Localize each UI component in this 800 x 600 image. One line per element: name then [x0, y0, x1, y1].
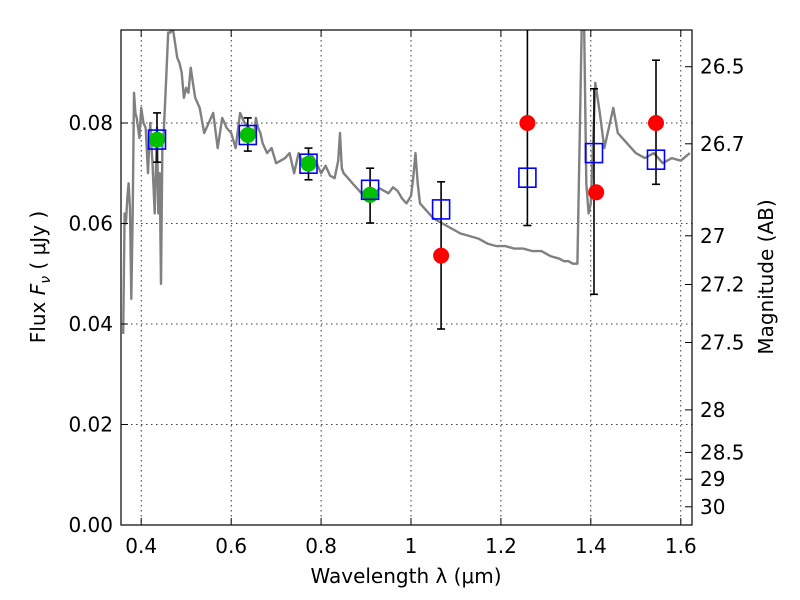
synthetic-photometry-square	[646, 149, 666, 170]
plot-frame	[120, 29, 693, 526]
y-axis-title-subscript: ν	[38, 276, 54, 284]
synthetic-photometry-square	[431, 199, 451, 220]
y-axis-title: Flux Fν ( μJy )	[26, 211, 54, 343]
magnitude-tick-label: 27	[700, 224, 725, 248]
y-tick-label: 0.06	[68, 212, 113, 236]
x-axis-title: Wavelength λ (μm)	[310, 564, 501, 588]
x-tick-label: 0.4	[125, 534, 157, 558]
synthetic-photometry-square	[584, 142, 604, 164]
magnitude-tick-label: 28.5	[700, 440, 745, 464]
observed-optical-point	[149, 131, 165, 148]
x-tick-label: 1	[405, 534, 418, 558]
x-tick-label: 1.6	[665, 534, 697, 558]
synthetic-photometry-square	[147, 129, 167, 150]
synthetic-photometry-square	[299, 153, 318, 174]
observed-optical-point	[239, 127, 256, 143]
x-tick-label: 1.4	[575, 534, 607, 558]
y-axis-title-unit: ( μJy )	[26, 211, 50, 276]
magnitude-tick-label: 26.5	[700, 55, 745, 79]
magnitude-axis-title: Magnitude (AB)	[754, 199, 778, 354]
magnitude-tick-label: 28	[700, 398, 725, 422]
magnitude-tick-label: 26.7	[700, 132, 745, 156]
x-tick-label: 1.2	[485, 534, 517, 558]
observed-nir-point	[519, 115, 536, 131]
y-axis-title-text: Flux	[26, 295, 50, 343]
magnitude-tick-label: 27.5	[700, 331, 745, 355]
plot-area	[122, 30, 691, 335]
magnitude-tick-label: 27.2	[700, 273, 745, 297]
observed-optical-point	[300, 155, 317, 172]
observed-nir-point	[588, 184, 605, 201]
synthetic-photometry-square	[518, 167, 537, 188]
x-tick-label: 0.8	[305, 534, 337, 558]
synthetic-photometry-square	[238, 124, 258, 146]
synthetic-photometry-square	[360, 179, 380, 201]
y-tick-label: 0.04	[68, 312, 113, 336]
axes: 0.4 0.6 0.8 1 1.2 1.4 1.6 0.00 0.02 0.04 0.06 0.08 2…	[68, 30, 745, 558]
x-tick-label: 0.6	[215, 534, 247, 558]
y-tick-label: 0.08	[68, 111, 113, 135]
magnitude-tick-label: 30	[700, 495, 725, 519]
observed-nir-point	[433, 247, 450, 264]
y-tick-label: 0.00	[68, 513, 113, 537]
y-tick-label: 0.02	[68, 413, 113, 437]
magnitude-tick-label: 29	[700, 467, 725, 491]
observed-nir-point	[648, 115, 664, 131]
y-axis-title-symbol: F	[26, 283, 50, 295]
